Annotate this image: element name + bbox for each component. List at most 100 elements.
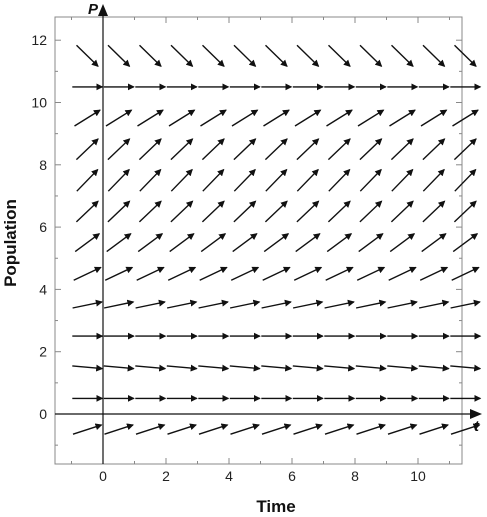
y-axis-title: Population (1, 199, 20, 287)
x-axis-letter: t (474, 418, 480, 435)
slope-arrow (355, 299, 387, 309)
slope-arrow (137, 109, 164, 127)
slope-arrow (198, 299, 229, 309)
slope-arrow (328, 168, 351, 192)
slope-arrow (265, 168, 288, 192)
x-tick-label: 4 (225, 468, 233, 484)
slope-arrow (261, 299, 292, 309)
slope-arrow (359, 200, 383, 223)
slope-arrow (72, 364, 104, 372)
slope-arrow (232, 233, 258, 253)
slope-arrow (326, 233, 353, 253)
slope-arrow (72, 299, 103, 309)
slope-arrow (389, 109, 416, 127)
slope-arrow (296, 168, 319, 192)
y-tick-label: 4 (39, 281, 47, 297)
slope-arrow (359, 44, 383, 67)
slope-arrow (105, 109, 133, 127)
slope-arrow (229, 299, 261, 309)
slope-arrow (390, 200, 414, 223)
slope-arrow (75, 200, 99, 223)
y-tick-label: 2 (39, 344, 47, 360)
slope-arrow (135, 364, 167, 372)
slope-arrow (296, 138, 320, 161)
slope-arrow (328, 44, 351, 67)
slope-arrow (166, 299, 198, 309)
slope-arrow (324, 299, 355, 309)
slope-arrow (229, 364, 261, 372)
slope-arrow (358, 233, 384, 253)
slope-arrow (421, 233, 447, 253)
slope-arrow (388, 266, 417, 281)
slope-arrow (107, 200, 131, 223)
slope-arrow (170, 168, 193, 192)
slope-arrow (422, 168, 445, 192)
slope-arrow (450, 364, 482, 372)
frame-ticks (55, 17, 462, 464)
x-tick-label: 0 (99, 468, 107, 484)
slope-arrow (419, 266, 449, 281)
slope-arrow (327, 138, 351, 161)
slope-arrow (390, 138, 414, 161)
slope-arrow (418, 364, 450, 372)
slope-arrow (167, 266, 197, 281)
slope-arrow (169, 233, 195, 253)
slope-arrow (103, 299, 135, 309)
y-tick-label: 0 (39, 406, 47, 422)
slope-arrow (391, 44, 414, 67)
slope-arrow (170, 44, 194, 67)
slope-arrow (233, 200, 257, 223)
slope-arrow (107, 44, 131, 67)
slope-arrow (387, 364, 419, 372)
slope-arrow (422, 44, 446, 67)
slope-arrow (292, 364, 324, 372)
slope-arrow (74, 109, 101, 127)
slope-arrow (107, 138, 131, 161)
slope-arrow (200, 109, 227, 127)
slope-arrow (264, 200, 288, 223)
plot-frame (54, 16, 463, 465)
slope-arrow (292, 299, 324, 309)
slope-arrow (454, 44, 477, 67)
slope-arrow (391, 168, 414, 192)
slope-arrow (453, 138, 477, 161)
slope-arrow (355, 364, 387, 372)
slope-arrow (231, 109, 259, 127)
slope-arrow (418, 299, 450, 309)
x-tick-label: 2 (162, 468, 170, 484)
slope-arrow (139, 168, 162, 192)
slope-arrow (198, 364, 230, 372)
slope-arrow (422, 200, 446, 223)
slope-arrow (103, 364, 135, 372)
slope-arrow (167, 423, 197, 435)
slope-arrow (293, 266, 323, 281)
y-axis-arrowhead (98, 4, 108, 16)
slope-arrow (75, 138, 99, 161)
slope-arrow (387, 299, 418, 309)
slope-arrow (107, 168, 130, 192)
slope-arrow (166, 364, 198, 372)
slope-arrow (135, 423, 166, 435)
slope-arrow (293, 423, 323, 435)
slope-arrow (230, 423, 260, 435)
slope-arrow (454, 168, 477, 192)
slope-arrow (73, 266, 102, 281)
slope-arrow (200, 233, 227, 253)
slope-arrow (199, 266, 228, 281)
slope-arrow (327, 200, 351, 223)
slope-arrow (387, 423, 418, 435)
slope-arrow (325, 266, 354, 281)
slope-arrow (136, 266, 165, 281)
slope-arrow (263, 109, 290, 127)
slope-arrow (201, 200, 225, 223)
y-tick-label: 6 (39, 219, 47, 235)
slope-arrow (106, 233, 132, 253)
slope-arrow (138, 200, 162, 223)
slope-arrow (326, 109, 353, 127)
x-axis-arrowhead (470, 409, 482, 419)
slope-arrow (202, 168, 225, 192)
slope-arrow (104, 266, 134, 281)
y-axis-letter: P (88, 1, 99, 18)
slope-arrow (296, 200, 320, 223)
